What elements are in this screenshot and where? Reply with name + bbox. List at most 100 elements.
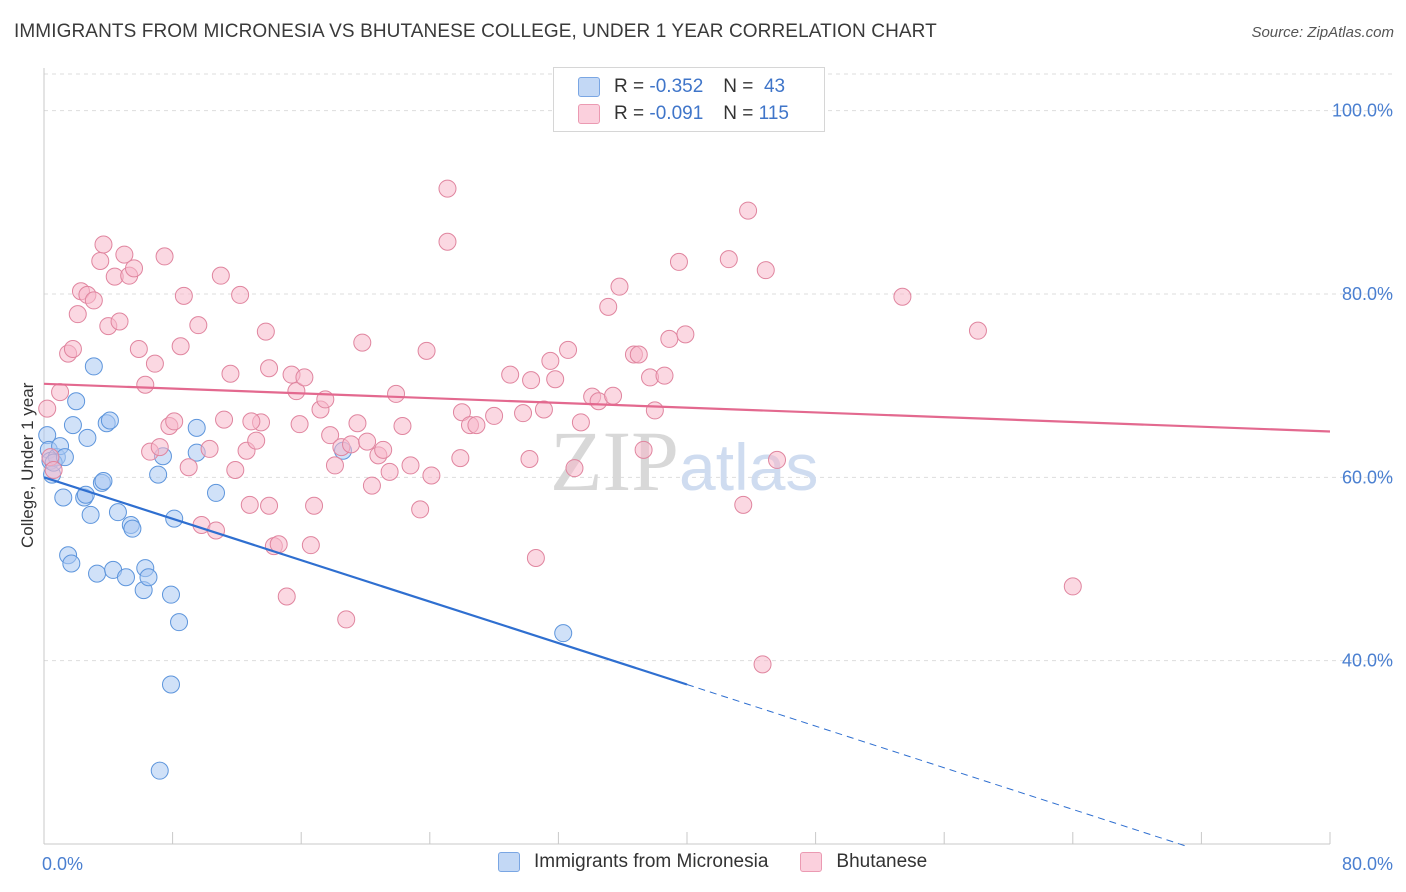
bhutanese-point — [438, 232, 457, 251]
bhutanese-point — [534, 400, 553, 419]
micronesia-point — [161, 585, 180, 604]
bhutanese-point — [125, 259, 144, 278]
bhutanese-point — [226, 461, 245, 479]
bhutanese-point — [417, 341, 436, 360]
micronesia-point — [67, 392, 86, 411]
micronesia-point — [94, 472, 113, 490]
bhutanese-point — [362, 476, 381, 495]
bhutanese-swatch — [578, 104, 600, 124]
micronesia-point — [139, 568, 158, 587]
micronesia-point — [78, 428, 97, 447]
chart-title: IMMIGRANTS FROM MICRONESIA VS BHUTANESE … — [14, 21, 937, 42]
bhutanese-point — [676, 325, 695, 344]
bhutanese-point — [165, 412, 184, 431]
bhutanese-point — [968, 321, 987, 340]
series-legend: Immigrants from Micronesia Bhutanese — [498, 851, 959, 873]
micronesia-point — [84, 357, 103, 376]
bhutanese-point — [44, 461, 63, 479]
legend-label: Immigrants from Micronesia — [534, 851, 769, 872]
bhutanese-point — [94, 235, 113, 254]
bhutanese-point — [242, 412, 261, 431]
bhutanese-point — [393, 417, 412, 435]
bhutanese-point — [247, 431, 266, 450]
legend-row-micronesia: R = -0.352 N = 43 — [578, 75, 785, 99]
bhutanese-point — [63, 340, 82, 358]
legend-item-micronesia: Immigrants from Micronesia — [498, 851, 768, 873]
micronesia-point — [123, 519, 142, 538]
bhutanese-point — [380, 462, 399, 481]
bhutanese-point — [756, 261, 775, 280]
grid — [44, 73, 1392, 662]
bhutanese-point — [541, 351, 560, 370]
bhutanese-point — [348, 414, 367, 433]
bhutanese-point — [110, 312, 129, 331]
micronesia-point — [88, 564, 107, 583]
micronesia-swatch — [498, 852, 520, 872]
bhutanese-point — [353, 333, 372, 352]
bhutanese-point — [893, 287, 912, 306]
bhutanese-point — [485, 406, 504, 425]
micronesia-point — [116, 568, 135, 587]
bhutanese-point — [753, 655, 772, 674]
bhutanese-point — [467, 416, 486, 435]
micronesia-point — [63, 416, 82, 435]
legend-row-bhutanese: R = -0.091 N = 115 — [578, 102, 789, 126]
bhutanese-point — [231, 285, 250, 304]
bhutanese-point — [734, 495, 753, 514]
n-value: 115 — [758, 103, 789, 124]
bhutanese-point — [179, 458, 198, 477]
watermark-atlas: atlas — [679, 430, 818, 504]
bhutanese-point — [629, 345, 648, 364]
bhutanese-point — [719, 250, 738, 269]
bhutanese-point — [290, 415, 309, 434]
bhutanese-point — [387, 384, 406, 403]
bhutanese-point — [452, 403, 471, 422]
bhutanese-point — [645, 401, 664, 420]
bhutanese-point — [559, 340, 578, 359]
micronesia-trend-line — [43, 476, 688, 686]
bhutanese-point — [401, 456, 420, 475]
y-axis-label: College, Under 1 year — [18, 382, 37, 548]
bhutanese-point — [301, 536, 320, 555]
bhutanese-point — [438, 179, 457, 198]
micronesia-point — [100, 411, 119, 430]
bhutanese-point — [514, 404, 533, 423]
x-tick-label: 80.0% — [1342, 854, 1393, 874]
r-label: R = — [614, 76, 645, 97]
bhutanese-point — [221, 364, 240, 383]
r-value: -0.091 — [649, 103, 704, 124]
micronesia-point — [170, 613, 189, 632]
data-points — [38, 179, 1082, 780]
bhutanese-point — [305, 496, 324, 515]
micronesia-point — [108, 503, 127, 522]
bhutanese-point — [68, 305, 87, 324]
watermark: ZIPatlas — [550, 413, 818, 509]
bhutanese-point — [295, 368, 314, 387]
bhutanese-point — [287, 382, 306, 401]
x-tick-label: 0.0% — [42, 854, 83, 874]
micronesia-point — [161, 675, 180, 694]
bhutanese-point — [739, 201, 758, 220]
bhutanese-point — [150, 438, 169, 457]
y-tick-label: 40.0% — [1342, 651, 1393, 671]
micronesia-point — [149, 465, 168, 484]
r-value: -0.352 — [649, 76, 704, 97]
bhutanese-point — [599, 297, 618, 316]
bhutanese-point — [84, 291, 103, 310]
bhutanese-point — [189, 316, 208, 335]
bhutanese-point — [565, 459, 584, 478]
bhutanese-point — [211, 266, 230, 285]
bhutanese-point — [145, 354, 164, 373]
bhutanese-point — [115, 245, 134, 264]
micronesia-point — [62, 554, 81, 573]
bhutanese-point — [358, 432, 377, 451]
source-label: Source: ZipAtlas.com — [1251, 24, 1394, 41]
bhutanese-point — [342, 435, 361, 454]
bhutanese-point — [256, 322, 275, 341]
micronesia-point — [554, 624, 573, 643]
r-label: R = — [614, 103, 645, 124]
y-tick-label: 100.0% — [1332, 101, 1393, 121]
bhutanese-point — [260, 359, 279, 378]
bhutanese-point — [136, 375, 155, 394]
